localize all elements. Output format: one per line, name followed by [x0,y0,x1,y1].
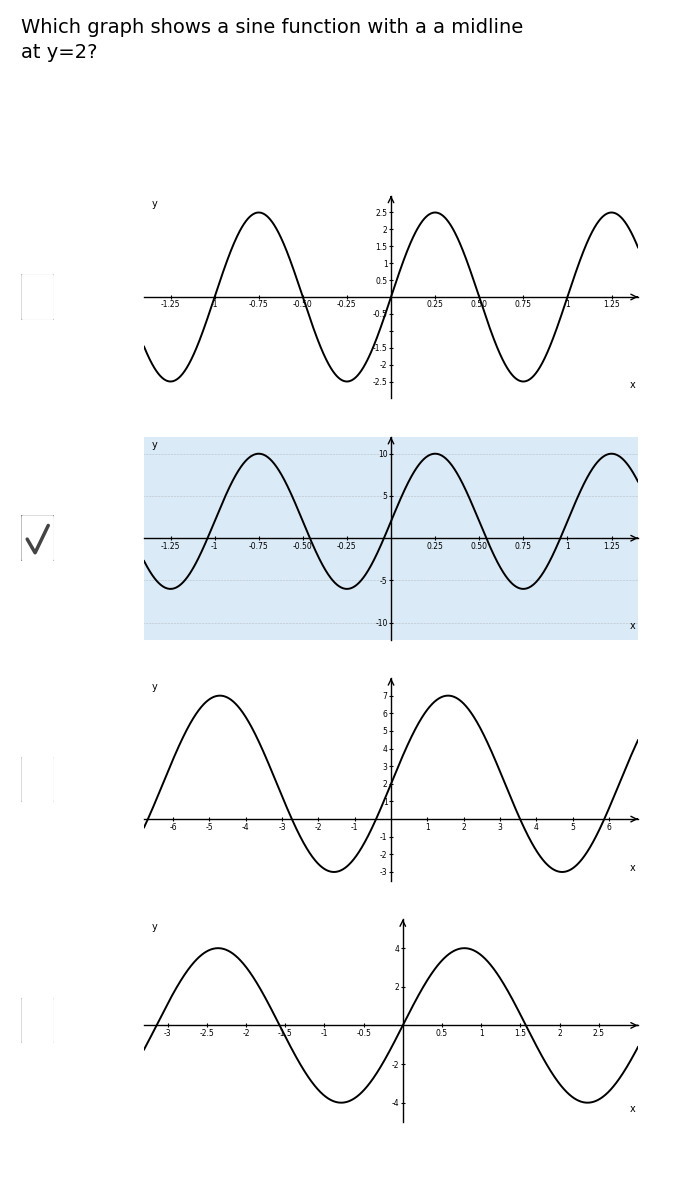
Text: x: x [630,1104,636,1114]
FancyBboxPatch shape [21,755,55,804]
FancyBboxPatch shape [21,514,55,563]
Text: x: x [630,622,635,631]
Text: x: x [630,380,635,390]
Text: y: y [152,683,157,692]
FancyBboxPatch shape [21,272,55,322]
Text: y: y [152,440,157,450]
Text: x: x [630,863,635,872]
Text: y: y [152,199,157,209]
Text: y: y [152,923,157,932]
Text: Which graph shows a sine function with a a midline
at y=2?: Which graph shows a sine function with a… [21,18,523,62]
FancyBboxPatch shape [21,996,55,1045]
